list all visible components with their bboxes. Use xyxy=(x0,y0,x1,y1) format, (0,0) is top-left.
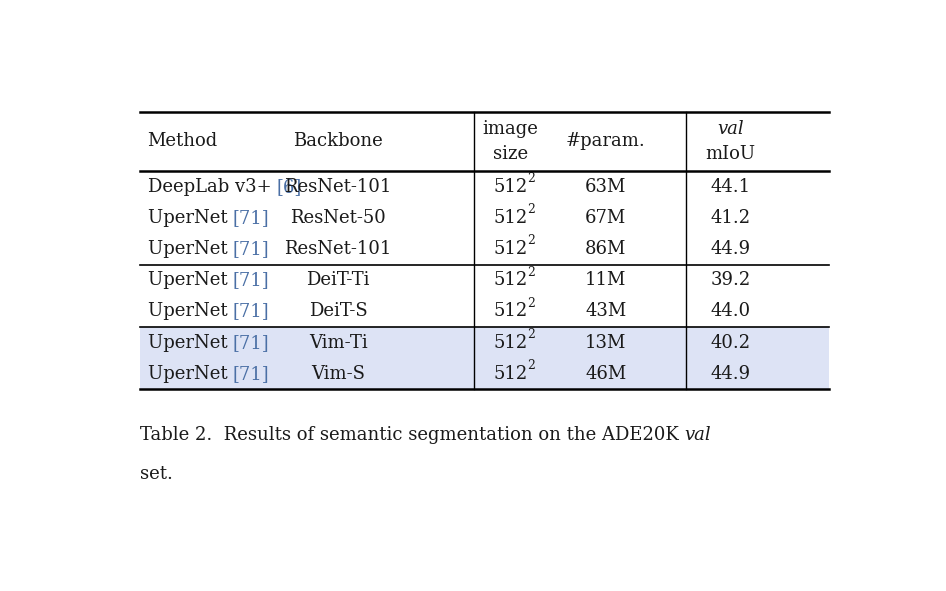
Text: 41.2: 41.2 xyxy=(710,209,750,227)
Text: [71]: [71] xyxy=(233,334,270,352)
Text: Vim-S: Vim-S xyxy=(311,365,365,383)
Text: 2: 2 xyxy=(528,203,535,216)
Text: 512: 512 xyxy=(494,303,528,320)
Text: 46M: 46M xyxy=(586,365,626,383)
Text: 2: 2 xyxy=(528,359,535,372)
Text: 44.9: 44.9 xyxy=(710,240,750,258)
Text: 2: 2 xyxy=(528,328,535,341)
Text: UperNet: UperNet xyxy=(148,303,233,320)
Text: 44.1: 44.1 xyxy=(710,178,750,196)
Text: 512: 512 xyxy=(494,178,528,196)
Text: [71]: [71] xyxy=(233,240,270,258)
Text: UperNet: UperNet xyxy=(148,271,233,289)
Text: UperNet: UperNet xyxy=(148,334,233,352)
Text: DeepLab v3+: DeepLab v3+ xyxy=(148,178,277,196)
Text: [71]: [71] xyxy=(233,209,270,227)
Text: 11M: 11M xyxy=(586,271,626,289)
Text: 512: 512 xyxy=(494,271,528,289)
Text: UperNet: UperNet xyxy=(148,209,233,227)
Text: 86M: 86M xyxy=(586,240,626,258)
Text: [71]: [71] xyxy=(233,271,270,289)
Text: UperNet: UperNet xyxy=(148,240,233,258)
Text: 44.0: 44.0 xyxy=(710,303,750,320)
Text: 2: 2 xyxy=(528,172,535,185)
Text: ResNet-101: ResNet-101 xyxy=(285,178,392,196)
Text: 2: 2 xyxy=(528,265,535,278)
Text: ResNet-50: ResNet-50 xyxy=(290,209,386,227)
Text: 39.2: 39.2 xyxy=(710,271,750,289)
Text: 512: 512 xyxy=(494,240,528,258)
Text: Vim-Ti: Vim-Ti xyxy=(308,334,368,352)
Text: 512: 512 xyxy=(494,209,528,227)
Text: image: image xyxy=(482,120,538,138)
Bar xyxy=(140,327,830,358)
Text: 40.2: 40.2 xyxy=(710,334,750,352)
Text: 67M: 67M xyxy=(586,209,626,227)
Text: 13M: 13M xyxy=(586,334,626,352)
Text: size: size xyxy=(493,145,528,163)
Text: 2: 2 xyxy=(528,235,535,248)
Text: #param.: #param. xyxy=(566,132,646,151)
Text: 43M: 43M xyxy=(586,303,626,320)
Text: 2: 2 xyxy=(528,297,535,310)
Text: 44.9: 44.9 xyxy=(710,365,750,383)
Text: Method: Method xyxy=(148,132,218,151)
Text: DeiT-S: DeiT-S xyxy=(308,303,368,320)
Text: mIoU: mIoU xyxy=(706,145,756,163)
Text: [71]: [71] xyxy=(233,365,270,383)
Bar xyxy=(140,358,830,389)
Text: ResNet-101: ResNet-101 xyxy=(285,240,392,258)
Text: val: val xyxy=(685,426,711,444)
Text: UperNet: UperNet xyxy=(148,365,233,383)
Text: 512: 512 xyxy=(494,365,528,383)
Text: Backbone: Backbone xyxy=(293,132,383,151)
Text: [6]: [6] xyxy=(277,178,302,196)
Text: [71]: [71] xyxy=(233,303,270,320)
Text: 512: 512 xyxy=(494,334,528,352)
Text: Table 2.  Results of semantic segmentation on the ADE20K: Table 2. Results of semantic segmentatio… xyxy=(140,426,685,444)
Text: 63M: 63M xyxy=(586,178,626,196)
Text: DeiT-Ti: DeiT-Ti xyxy=(307,271,370,289)
Text: set.: set. xyxy=(140,465,173,483)
Text: val: val xyxy=(717,120,744,138)
